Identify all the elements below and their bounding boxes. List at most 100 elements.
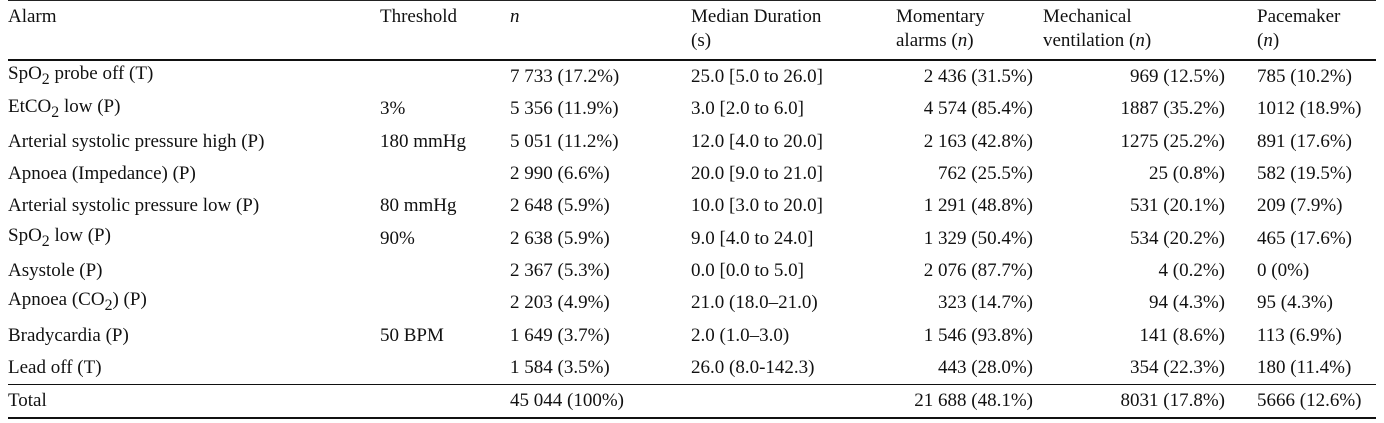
alarm-name-subscript: 2 <box>41 71 50 89</box>
header-pacemaker-line1: Pacemaker <box>1257 6 1341 27</box>
cell-alarm: EtCO2 low (P) <box>8 93 380 125</box>
alarm-name: Arterial systolic pressure low (P) <box>8 195 260 217</box>
cell-median-duration: 26.0 (8.0-142.3) <box>691 356 815 378</box>
cell-mechanical: 531 (20.1%) <box>1130 195 1225 217</box>
alarm-table-container: Alarm Threshold n Median Duration (s) Mo… <box>8 0 1376 420</box>
cell-median-duration: 12.0 [4.0 to 20.0] <box>691 130 823 152</box>
cell-pacemaker: 209 (7.9%) <box>1257 195 1343 217</box>
cell-median-duration: 20.0 [9.0 to 21.0] <box>691 163 823 185</box>
cell-threshold <box>380 352 510 385</box>
cell-threshold: 80 mmHg <box>380 195 457 217</box>
cell-momentary: 2 076 (87.7%) <box>923 259 1033 281</box>
alarm-name: Asystole (P) <box>8 259 103 281</box>
cell-threshold: 90% <box>380 227 415 249</box>
table-row-total: Total 45 044 (100%) 21 688 (48.1%) 8031 (17… <box>8 383 1376 420</box>
table-row: Arterial systolic pressure low (P) 80 mmH… <box>8 190 1376 222</box>
cell-alarm: Total <box>8 383 380 420</box>
cell-mechanical: 969 (12.5%) <box>1130 66 1225 88</box>
cell-alarm: Lead off (T) <box>8 352 380 385</box>
table-row: Asystole (P) 2 367 (5.3%) 0.0 [0.0 to 5.0]… <box>8 255 1376 287</box>
cell-alarm: Arterial systolic pressure low (P) <box>8 190 380 222</box>
cell-alarm: Apnoea (Impedance) (P) <box>8 158 380 190</box>
table-row: Arterial systolic pressure high (P) 180 m… <box>8 126 1376 158</box>
cell-pacemaker: 113 (6.9%) <box>1257 324 1342 346</box>
cell-pacemaker: 0 (0%) <box>1257 259 1310 281</box>
cell-n: 1 649 (3.7%) <box>510 324 610 346</box>
cell-n: 45 044 (100%) <box>510 383 691 420</box>
cell-n: 5 356 (11.9%) <box>510 98 619 120</box>
cell-pacemaker: 5666 (12.6%) <box>1235 383 1376 420</box>
cell-alarm: Bradycardia (P) <box>8 319 380 351</box>
header-mechanical: Mechanical ventilation (n) <box>1043 0 1235 61</box>
alarm-name-subscript: 2 <box>104 297 113 315</box>
cell-n: 2 367 (5.3%) <box>510 259 610 281</box>
cell-median-duration: 0.0 [0.0 to 5.0] <box>691 259 804 281</box>
cell-mechanical: 25 (0.8%) <box>1149 163 1225 185</box>
cell-n: 1 584 (3.5%) <box>510 356 610 378</box>
cell-threshold: 50 BPM <box>380 324 444 346</box>
cell-pacemaker: 465 (17.6%) <box>1257 227 1352 249</box>
alarm-name-suffix: ) (P) <box>112 289 147 311</box>
cell-median-duration <box>691 383 896 420</box>
alarm-name-subscript: 2 <box>41 232 50 250</box>
header-pacemaker: Pacemaker (n) <box>1235 0 1376 61</box>
cell-threshold <box>380 383 510 420</box>
cell-pacemaker: 891 (17.6%) <box>1257 130 1352 152</box>
header-momentary: Momentary alarms (n) <box>896 0 1043 61</box>
header-median-duration: Median Duration (s) <box>691 0 896 61</box>
cell-momentary: 1 546 (93.8%) <box>923 324 1033 346</box>
alarm-name: SpO <box>8 63 42 85</box>
cell-n: 2 638 (5.9%) <box>510 227 610 249</box>
cell-median-duration: 2.0 (1.0–3.0) <box>691 324 790 346</box>
cell-n: 5 051 (11.2%) <box>510 130 619 152</box>
cell-momentary: 21 688 (48.1%) <box>896 383 1043 420</box>
cell-threshold <box>380 158 510 190</box>
table-row: SpO2 probe off (T) 7 733 (17.2%) 25.0 [5.0… <box>8 60 1376 93</box>
alarm-name-suffix: low (P) <box>59 95 121 117</box>
cell-mechanical: 141 (8.6%) <box>1139 324 1225 346</box>
header-pacemaker-n: (n) <box>1257 30 1280 51</box>
cell-mechanical: 354 (22.3%) <box>1130 356 1225 378</box>
cell-n: 2 648 (5.9%) <box>510 195 610 217</box>
alarm-name: SpO <box>8 224 42 246</box>
header-momentary-line2: alarms <box>896 30 947 51</box>
cell-pacemaker: 95 (4.3%) <box>1257 292 1333 314</box>
header-alarm: Alarm <box>8 0 380 61</box>
cell-threshold: 3% <box>380 98 406 120</box>
header-mechanical-line1: Mechanical <box>1043 6 1132 27</box>
cell-momentary: 443 (28.0%) <box>938 356 1033 378</box>
header-median-duration-line1: Median Duration <box>691 6 822 27</box>
cell-alarm: Asystole (P) <box>8 255 380 287</box>
cell-mechanical: 94 (4.3%) <box>1149 292 1225 314</box>
cell-threshold <box>380 60 510 93</box>
header-n: n <box>510 0 691 61</box>
table-row: Lead off (T) 1 584 (3.5%) 26.0 (8.0-142.3)… <box>8 352 1376 385</box>
alarm-name: Apnoea (CO <box>8 289 105 311</box>
cell-n: 7 733 (17.2%) <box>510 66 620 88</box>
alarm-name-suffix: low (P) <box>49 224 111 246</box>
table-row: SpO2 low (P) 90% 2 638 (5.9%) 9.0 [4.0 to 2… <box>8 222 1376 254</box>
cell-alarm: SpO2 low (P) <box>8 222 380 254</box>
cell-momentary: 1 291 (48.8%) <box>923 195 1033 217</box>
cell-mechanical: 1275 (25.2%) <box>1120 130 1225 152</box>
cell-momentary: 2 436 (31.5%) <box>923 66 1033 88</box>
header-threshold: Threshold <box>380 0 510 61</box>
header-row: Alarm Threshold n Median Duration (s) Mo… <box>8 0 1376 61</box>
cell-median-duration: 10.0 [3.0 to 20.0] <box>691 195 823 217</box>
table-row: Bradycardia (P) 50 BPM 1 649 (3.7%) 2.0 (1.… <box>8 319 1376 351</box>
table-row: Apnoea (CO2) (P) 2 203 (4.9%) 21.0 (18.0–2… <box>8 287 1376 319</box>
cell-mechanical: 534 (20.2%) <box>1130 227 1225 249</box>
cell-alarm: Apnoea (CO2) (P) <box>8 287 380 319</box>
cell-median-duration: 21.0 (18.0–21.0) <box>691 292 818 314</box>
table-row: EtCO2 low (P) 3% 5 356 (11.9%) 3.0 [2.0 to … <box>8 93 1376 125</box>
table-body: SpO2 probe off (T) 7 733 (17.2%) 25.0 [5.0… <box>8 60 1376 420</box>
alarm-name-subscript: 2 <box>51 103 60 121</box>
alarm-table: Alarm Threshold n Median Duration (s) Mo… <box>8 0 1376 420</box>
cell-momentary: 1 329 (50.4%) <box>923 227 1033 249</box>
cell-mechanical: 1887 (35.2%) <box>1120 98 1225 120</box>
alarm-name: Arterial systolic pressure high (P) <box>8 130 265 152</box>
cell-median-duration: 9.0 [4.0 to 24.0] <box>691 227 814 249</box>
header-median-duration-line2: (s) <box>691 30 712 51</box>
alarm-name: EtCO <box>8 95 52 117</box>
cell-mechanical: 4 (0.2%) <box>1158 259 1225 281</box>
